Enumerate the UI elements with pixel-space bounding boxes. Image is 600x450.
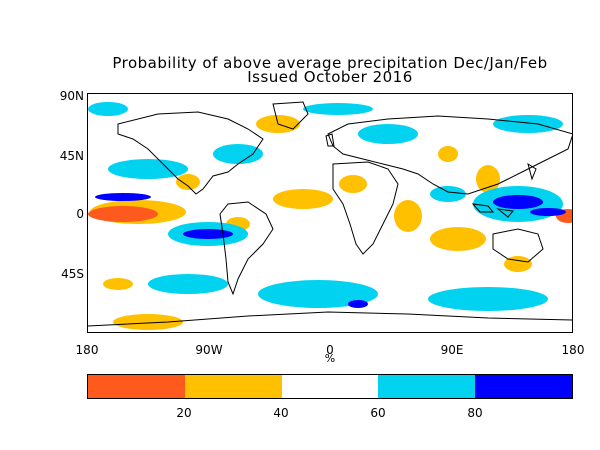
chart-subtitle: Issued October 2016 <box>247 68 413 86</box>
lon-label-180w: 180 <box>75 343 99 357</box>
lon-label-90w: 90W <box>195 343 223 357</box>
lat-label-45s: 45S <box>61 267 84 281</box>
lat-label-0: 0 <box>76 207 84 221</box>
below-normal-regions <box>90 115 532 330</box>
coastlines <box>88 101 572 327</box>
colorbar-swatch-0-20 <box>88 375 185 398</box>
lon-label-180e: 180 <box>561 343 585 357</box>
colorbar-tick-40: 40 <box>273 406 289 420</box>
colorbar-tick-20: 20 <box>176 406 192 420</box>
lon-label-0: 0 <box>326 343 334 357</box>
chart-title: Probability of above average precipitati… <box>112 54 548 72</box>
colorbar <box>87 374 573 399</box>
precipitation-map <box>87 93 573 333</box>
colorbar-tick-80: 80 <box>467 406 483 420</box>
lat-label-45n: 45N <box>59 149 84 163</box>
colorbar-swatch-20-40 <box>184 375 282 398</box>
percent-unit-label: % <box>324 352 336 365</box>
high-probability-regions <box>95 193 566 308</box>
colorbar-swatch-80-100 <box>475 375 572 398</box>
lon-label-90e: 90E <box>440 343 464 357</box>
colorbar-tick-60: 60 <box>370 406 386 420</box>
colorbar-swatch-60-80 <box>378 375 476 398</box>
lat-label-90n: 90N <box>59 89 84 103</box>
colorbar-swatch-40-60 <box>281 375 379 398</box>
